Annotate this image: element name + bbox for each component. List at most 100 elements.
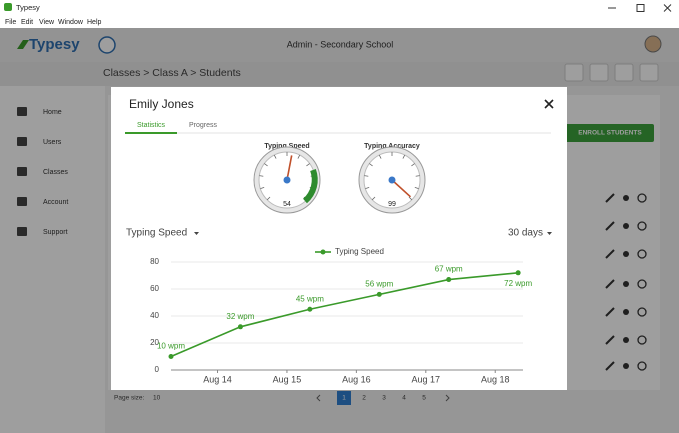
avatar[interactable] bbox=[644, 35, 662, 53]
gauge-tick bbox=[260, 187, 265, 190]
period-select[interactable]: 30 days bbox=[508, 228, 543, 239]
gauge-tick bbox=[408, 196, 413, 201]
data-point bbox=[515, 270, 521, 276]
user-icon[interactable] bbox=[623, 281, 629, 287]
tab[interactable]: Statistics bbox=[137, 122, 166, 129]
gauge-label: Typing Accuracy bbox=[364, 143, 420, 150]
history-icon[interactable] bbox=[637, 307, 647, 317]
toolbar-button[interactable] bbox=[614, 63, 634, 82]
data-point bbox=[446, 277, 452, 283]
sidebar-item[interactable]: Home bbox=[43, 109, 62, 116]
user-icon[interactable] bbox=[623, 309, 629, 315]
data-point bbox=[307, 306, 313, 312]
school-badge bbox=[98, 36, 116, 54]
page-number[interactable]: 2 bbox=[362, 395, 366, 402]
y-tick-label: 60 bbox=[150, 284, 159, 293]
legend-marker bbox=[320, 249, 326, 255]
x-tick-label: Aug 18 bbox=[481, 374, 510, 384]
data-label: 10 wpm bbox=[157, 342, 185, 351]
sidebar-item[interactable]: Users bbox=[43, 139, 62, 146]
sidebar-icon bbox=[17, 227, 27, 236]
data-line bbox=[170, 272, 519, 358]
edit-icon[interactable] bbox=[605, 279, 615, 289]
y-tick-label: 20 bbox=[150, 338, 159, 347]
prev-page[interactable] bbox=[316, 394, 321, 402]
toolbar-button[interactable] bbox=[564, 63, 584, 82]
page-number[interactable]: 3 bbox=[382, 395, 386, 402]
gauge-value: 99 bbox=[388, 201, 396, 208]
x-tick-label: Aug 15 bbox=[273, 374, 302, 384]
data-label: 56 wpm bbox=[365, 280, 393, 289]
gauge-label: Typing Speed bbox=[264, 143, 309, 150]
menu-item[interactable]: Edit bbox=[21, 19, 33, 26]
x-tick-label: Aug 16 bbox=[342, 374, 371, 384]
gauge-tick bbox=[273, 154, 277, 159]
menu-item[interactable]: File bbox=[5, 19, 16, 26]
gauge-needle bbox=[391, 179, 412, 198]
edit-icon[interactable] bbox=[605, 335, 615, 345]
breadcrumb: Classes > Class A > Students bbox=[103, 67, 241, 79]
user-icon[interactable] bbox=[623, 195, 629, 201]
gauge-value: 54 bbox=[283, 201, 291, 208]
enroll-button-label: ENROLL STUDENTS bbox=[578, 130, 642, 137]
gauge-tick bbox=[365, 187, 370, 190]
toolbar-button[interactable] bbox=[589, 63, 609, 82]
close-modal[interactable] bbox=[544, 99, 554, 109]
gauge-needle bbox=[286, 155, 293, 181]
history-icon[interactable] bbox=[637, 279, 647, 289]
gauge-tick bbox=[306, 163, 310, 167]
edit-icon[interactable] bbox=[605, 221, 615, 231]
data-point bbox=[376, 291, 382, 297]
next-page[interactable] bbox=[445, 394, 450, 402]
close-window-button[interactable] bbox=[663, 4, 672, 12]
dropdown-caret bbox=[194, 232, 199, 235]
gauge-band bbox=[302, 168, 318, 204]
user-icon[interactable] bbox=[623, 363, 629, 369]
history-icon[interactable] bbox=[637, 249, 647, 259]
user-icon[interactable] bbox=[623, 251, 629, 257]
page-number[interactable]: 1 bbox=[342, 395, 346, 402]
y-tick-label: 80 bbox=[150, 257, 159, 266]
user-icon[interactable] bbox=[623, 223, 629, 229]
menu-item[interactable]: Help bbox=[87, 19, 102, 26]
menu-item[interactable]: Window bbox=[58, 19, 84, 26]
sidebar-item[interactable]: Classes bbox=[43, 169, 68, 176]
edit-icon[interactable] bbox=[605, 361, 615, 371]
logo-icon bbox=[17, 40, 29, 49]
edit-icon[interactable] bbox=[605, 307, 615, 317]
gauge-tick bbox=[364, 175, 369, 177]
school-name: Admin - Secondary School bbox=[287, 39, 394, 49]
sidebar-icon bbox=[17, 137, 27, 146]
page-number[interactable]: 5 bbox=[422, 395, 426, 402]
history-icon[interactable] bbox=[637, 193, 647, 203]
gauge-tick bbox=[371, 196, 376, 201]
sidebar-item[interactable]: Support bbox=[43, 229, 68, 236]
y-tick-label: 40 bbox=[150, 311, 159, 320]
edit-icon[interactable] bbox=[605, 193, 615, 203]
page-size[interactable]: 10 bbox=[153, 395, 161, 402]
logo: Typesy bbox=[29, 36, 80, 53]
menu-item[interactable]: View bbox=[39, 19, 55, 26]
history-icon[interactable] bbox=[637, 221, 647, 231]
gauge-tick bbox=[369, 163, 373, 167]
modal: Emily Jones Statistics Progress Typing Spee… bbox=[111, 87, 567, 390]
gauge-tick bbox=[266, 196, 271, 201]
sidebar-item[interactable]: Account bbox=[43, 199, 68, 206]
maximize-button[interactable] bbox=[636, 4, 645, 12]
gauge-tick bbox=[264, 163, 268, 167]
sidebar-icon bbox=[17, 167, 27, 176]
edit-icon[interactable] bbox=[605, 249, 615, 259]
page-number[interactable]: 4 bbox=[402, 395, 406, 402]
modal-panel bbox=[111, 87, 567, 390]
metric-select[interactable]: Typing Speed bbox=[126, 228, 187, 239]
user-icon[interactable] bbox=[623, 337, 629, 343]
sidebar-icon bbox=[17, 107, 27, 116]
enroll-button[interactable] bbox=[560, 124, 654, 142]
toolbar-button[interactable] bbox=[639, 63, 659, 82]
tab[interactable]: Progress bbox=[189, 122, 218, 129]
student-name: Emily Jones bbox=[129, 97, 194, 111]
history-icon[interactable] bbox=[637, 361, 647, 371]
history-icon[interactable] bbox=[637, 335, 647, 345]
